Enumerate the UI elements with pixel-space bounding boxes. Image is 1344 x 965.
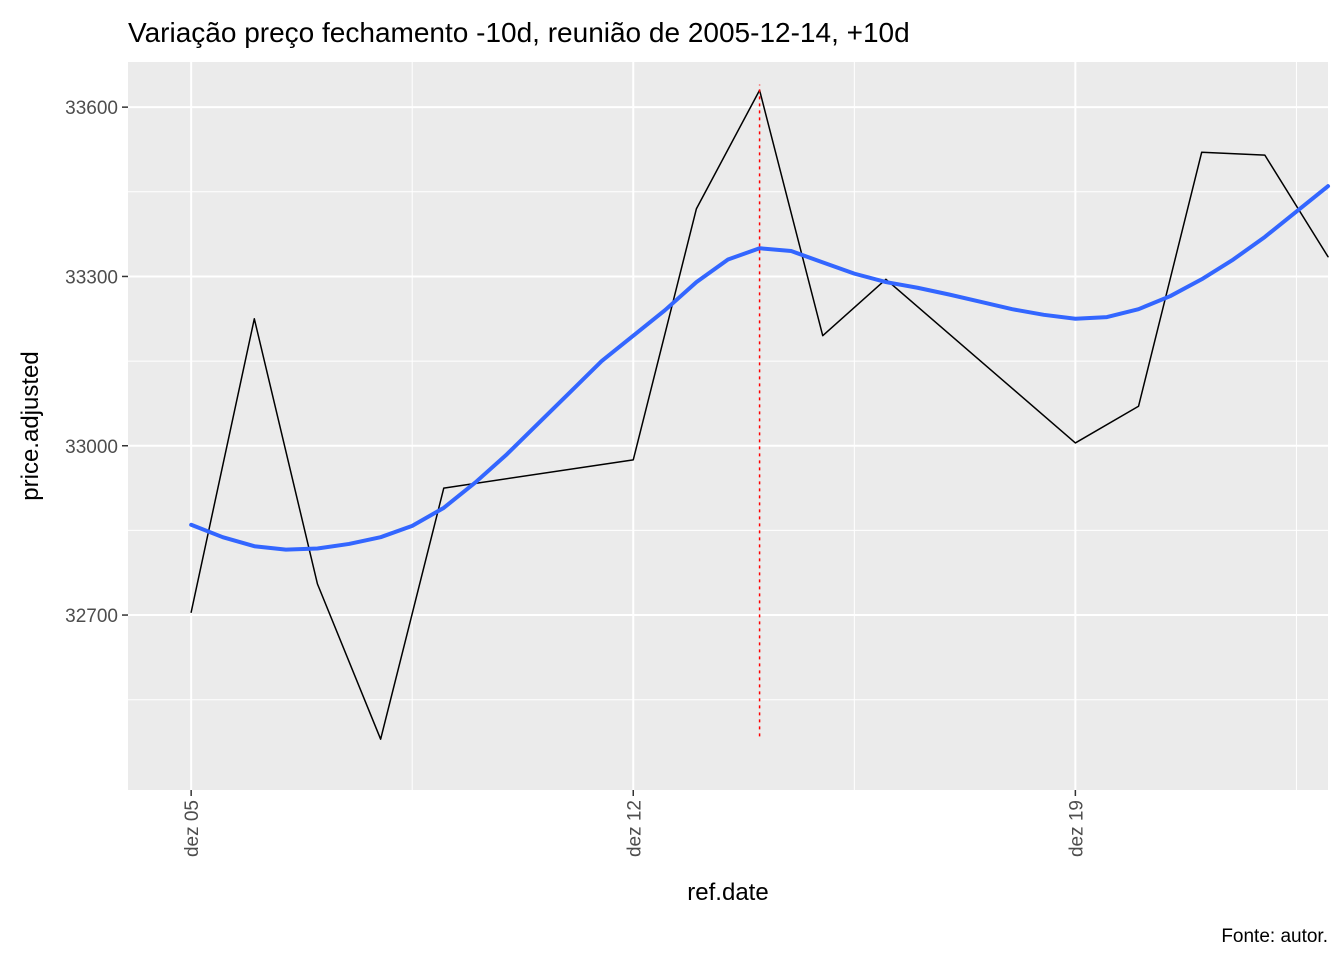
y-axis-title: price.adjusted [17, 351, 44, 500]
x-axis-title: ref.date [687, 879, 768, 906]
y-axis: 32700 33000 33300 33600 [65, 98, 128, 627]
y-tick-label: 33600 [65, 98, 118, 119]
y-tick-label: 33000 [65, 437, 118, 458]
caption: Fonte: autor. [1221, 926, 1328, 947]
x-tick-label: dez 12 [624, 800, 645, 857]
chart-title: Variação preço fechamento -10d, reunião … [128, 17, 910, 48]
y-tick-label: 33300 [65, 267, 118, 288]
x-axis: dez 05 dez 12 dez 19 [182, 790, 1087, 857]
x-tick-label: dez 05 [182, 800, 203, 857]
y-tick-label: 32700 [65, 606, 118, 627]
x-tick-label: dez 19 [1066, 800, 1087, 857]
plot-panel [128, 62, 1328, 790]
